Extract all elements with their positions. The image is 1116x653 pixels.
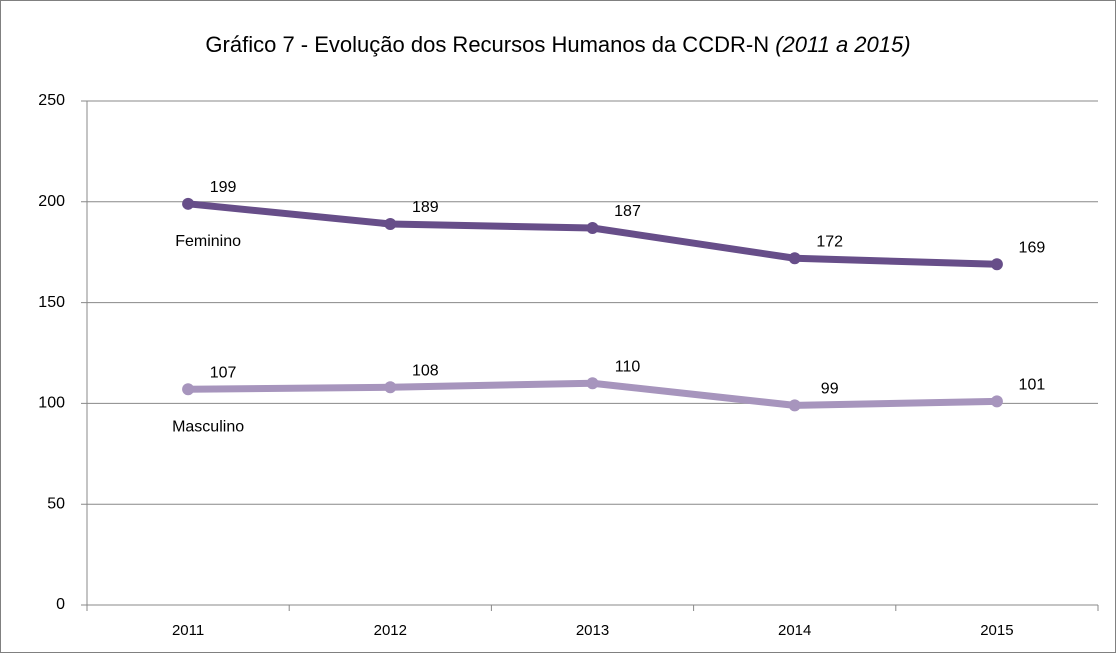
y-tick-label: 150 xyxy=(38,294,65,311)
data-label: 108 xyxy=(412,362,439,379)
data-point xyxy=(990,258,1003,271)
data-point xyxy=(586,377,599,390)
data-point xyxy=(990,395,1003,408)
data-point xyxy=(586,222,599,235)
data-point xyxy=(182,197,195,210)
data-point xyxy=(182,383,195,396)
chart-title: Gráfico 7 - Evolução dos Recursos Humano… xyxy=(205,32,910,57)
x-tick-label: 2015 xyxy=(980,622,1013,639)
y-tick-label: 200 xyxy=(38,193,65,210)
data-label: 169 xyxy=(1019,240,1046,257)
data-label: 172 xyxy=(816,233,843,250)
data-point xyxy=(384,381,397,394)
x-tick-label: 2012 xyxy=(374,622,407,639)
data-label: 187 xyxy=(614,203,641,220)
data-point xyxy=(384,217,397,230)
data-label: 107 xyxy=(210,365,237,382)
data-point xyxy=(788,252,801,265)
title-main: Gráfico 7 - Evolução dos Recursos Humano… xyxy=(205,32,769,57)
data-label: 199 xyxy=(210,179,237,196)
data-label: 189 xyxy=(412,199,439,216)
title-years: (2011 a 2015) xyxy=(775,32,910,57)
y-tick-label: 0 xyxy=(56,596,65,613)
x-tick-label: 2013 xyxy=(576,622,609,639)
y-tick-label: 250 xyxy=(38,92,65,109)
data-point xyxy=(788,399,801,412)
x-tick-label: 2014 xyxy=(778,622,811,639)
x-tick-label: 2011 xyxy=(172,622,204,639)
data-label: 99 xyxy=(821,381,839,398)
y-tick-label: 100 xyxy=(38,395,65,412)
data-label: 101 xyxy=(1019,377,1046,394)
series-label: Masculino xyxy=(172,419,244,436)
series-label: Feminino xyxy=(175,233,241,250)
y-tick-label: 50 xyxy=(47,495,65,512)
data-label: 110 xyxy=(615,358,641,375)
